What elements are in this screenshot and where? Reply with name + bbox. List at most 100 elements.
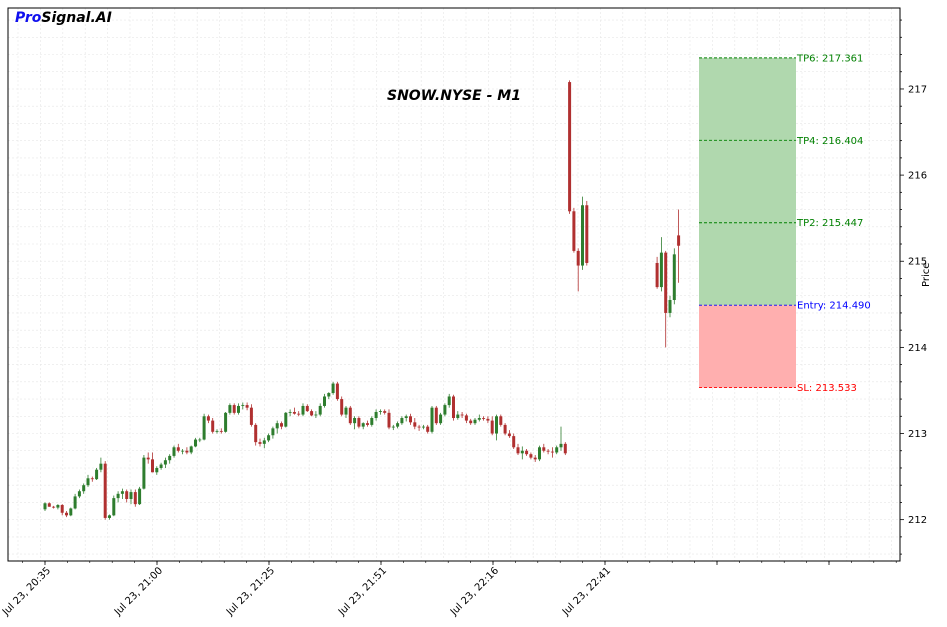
- candle-body: [146, 457, 150, 460]
- brand-pro: Pro: [15, 10, 42, 26]
- candle-body: [176, 447, 180, 451]
- candle-body: [370, 418, 374, 425]
- candle-body: [172, 447, 176, 456]
- candle-body: [460, 414, 464, 416]
- y-tick-label: 214: [908, 343, 927, 354]
- candle-body: [56, 505, 60, 508]
- candle-body: [477, 418, 481, 420]
- candle-body: [357, 418, 361, 427]
- candle-body: [305, 405, 309, 412]
- candle-body: [400, 418, 404, 424]
- candle-body: [194, 439, 197, 447]
- candle-body: [559, 443, 563, 448]
- candle-body: [133, 492, 137, 505]
- candle-body: [297, 413, 301, 415]
- candle-body: [421, 426, 425, 428]
- x-tick-label: Jul 23, 22:16: [448, 565, 501, 618]
- candle-body: [555, 447, 559, 453]
- level-label: TP6: 217.361: [796, 53, 863, 64]
- candle-body: [258, 442, 262, 444]
- candle-body: [413, 422, 417, 427]
- candle-body: [546, 450, 550, 452]
- candle-body: [525, 450, 529, 455]
- candle-body: [344, 407, 348, 415]
- candle-body: [249, 407, 253, 425]
- candle-body: [86, 478, 90, 486]
- candle-body: [228, 405, 232, 413]
- candle-body: [391, 426, 395, 428]
- candle-body: [271, 428, 275, 436]
- candle-body: [69, 508, 73, 516]
- candle-body: [142, 457, 146, 489]
- y-axis-label: Price: [921, 262, 932, 287]
- candle-body: [82, 485, 86, 492]
- candle-body: [267, 435, 271, 441]
- candle-body: [677, 235, 681, 246]
- candle-body: [576, 250, 580, 266]
- level-lines: TP6: 217.361 TP4: 216.404 TP2: 215.447 Entr…: [699, 53, 871, 394]
- candle-body: [430, 407, 434, 432]
- candle-body: [659, 252, 663, 288]
- candle-body: [280, 423, 283, 427]
- candle-body: [550, 451, 554, 453]
- candle-body: [335, 383, 339, 400]
- candle-body: [232, 405, 236, 413]
- candle-body: [159, 464, 163, 468]
- candle-body: [447, 396, 451, 406]
- candle-body: [572, 211, 576, 251]
- level-label: Entry: 214.490: [797, 301, 871, 312]
- grid-lines: [8, 8, 900, 561]
- candle-body: [655, 262, 659, 288]
- x-tick-label: Jul 23, 20:35: [0, 565, 53, 618]
- candle-body: [185, 450, 189, 453]
- level-label: TP2: 215.447: [796, 218, 863, 229]
- candle-body: [542, 447, 546, 451]
- candle-body: [387, 412, 391, 428]
- candle-body: [507, 433, 511, 437]
- candle-body: [327, 393, 331, 397]
- chart-title: SNOW.NYSE - M1: [387, 88, 521, 104]
- candle-body: [43, 503, 47, 510]
- x-tick-label: Jul 23, 21:00: [112, 565, 165, 618]
- candle-body: [224, 412, 228, 432]
- candle-body: [490, 420, 494, 434]
- y-tick-label: 215: [908, 257, 927, 268]
- x-tick-label: Jul 23, 22:41: [560, 565, 613, 618]
- candle-body: [168, 455, 172, 461]
- candle-body: [206, 416, 210, 421]
- candle-body: [331, 383, 335, 394]
- candle-body: [585, 205, 589, 263]
- candle-body: [65, 512, 68, 516]
- candle-body: [314, 414, 318, 416]
- candle-body: [254, 424, 258, 443]
- candle-body: [378, 411, 382, 412]
- candle-body: [499, 416, 503, 425]
- candle-body: [396, 423, 400, 427]
- candle-body: [262, 440, 266, 444]
- candle-body: [473, 419, 477, 424]
- candle-body: [215, 430, 219, 432]
- candle-body: [443, 405, 447, 415]
- candle-body: [348, 407, 352, 424]
- candle-body: [155, 467, 159, 473]
- candle-body: [452, 396, 455, 419]
- candle-body: [284, 412, 288, 427]
- candle-body: [116, 493, 120, 499]
- candle-body: [163, 460, 167, 465]
- candle-body: [301, 405, 305, 415]
- candle-body: [568, 82, 572, 212]
- candle-body: [529, 454, 533, 458]
- candle-body: [198, 439, 202, 441]
- candle-body: [464, 415, 468, 421]
- candle-body: [318, 405, 322, 415]
- candle-body: [219, 430, 223, 432]
- candle-body: [563, 443, 567, 454]
- candle-body: [211, 420, 215, 432]
- candle-body: [77, 491, 81, 497]
- stop-loss-zone: [699, 305, 796, 388]
- candle-body: [512, 436, 516, 448]
- candle-body: [533, 457, 537, 460]
- candle-body: [112, 498, 116, 516]
- candle-body: [245, 405, 249, 408]
